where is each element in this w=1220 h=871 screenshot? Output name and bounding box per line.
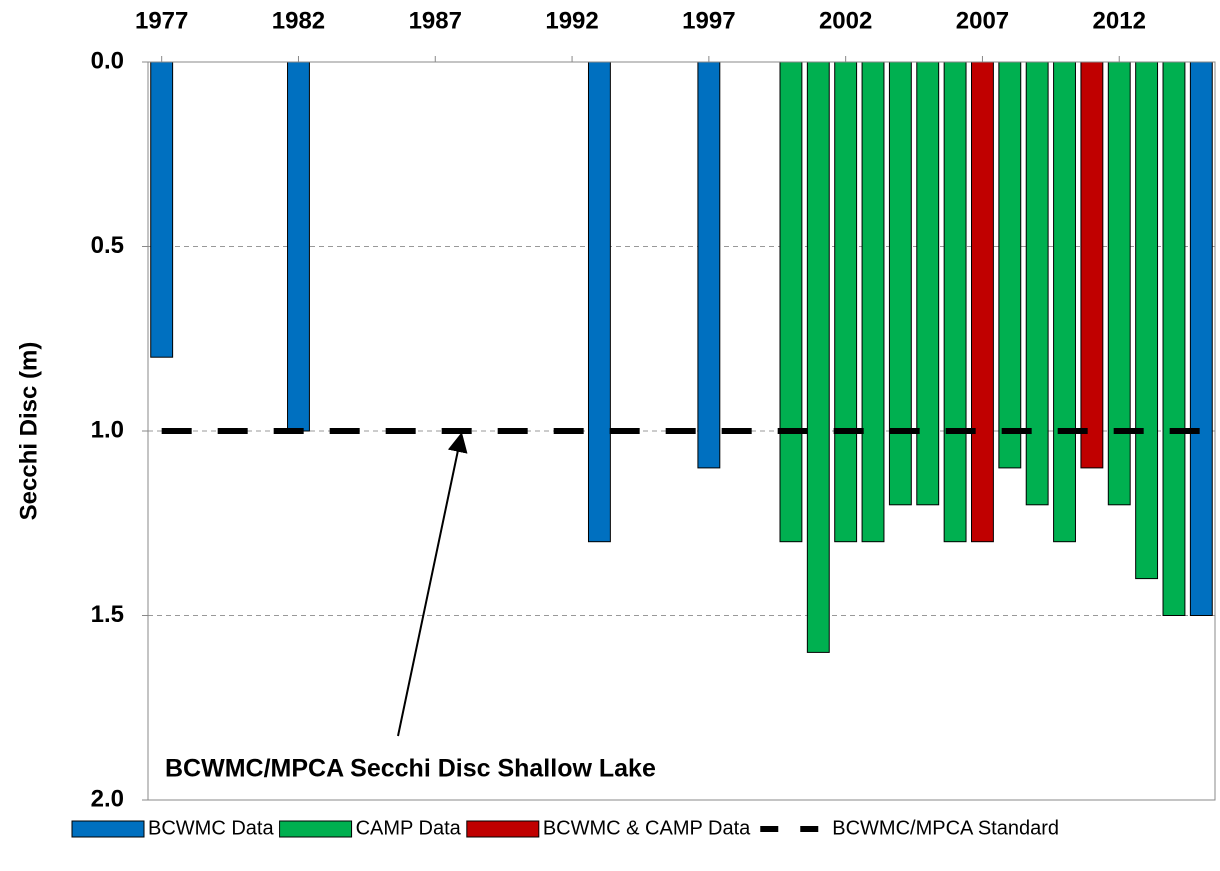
x-tick-label: 2002 [819, 7, 872, 34]
y-axis-label: Secchi Disc (m) [15, 342, 42, 521]
bar [806, 61, 830, 653]
y-tick-label: 2.0 [91, 785, 124, 812]
bar [1053, 61, 1076, 543]
y-tick-label: 1.5 [91, 601, 124, 628]
bar [861, 61, 885, 543]
bar [697, 61, 721, 469]
bar [1162, 61, 1186, 616]
bar [287, 61, 310, 432]
x-tick-label: 2007 [956, 7, 1009, 34]
legend-swatch [71, 820, 145, 838]
bar [779, 61, 803, 543]
legend-swatch [279, 820, 353, 838]
bar [888, 61, 912, 506]
plot-frame [147, 61, 1216, 801]
bar [998, 61, 1022, 469]
y-tick-label: 1.0 [91, 416, 124, 443]
bar [834, 61, 858, 543]
bar [1080, 61, 1104, 469]
x-tick-label: 1977 [135, 7, 188, 34]
y-tick-label: 0.5 [91, 232, 124, 259]
x-tick-label: 1997 [682, 7, 735, 34]
x-tick-label: 2012 [1093, 7, 1146, 34]
bar [150, 61, 174, 358]
bar [1189, 61, 1213, 616]
bar [1135, 61, 1159, 580]
bar [1025, 61, 1049, 506]
bar [916, 61, 940, 506]
legend-label: BCWMC/MPCA Standard [832, 817, 1059, 839]
y-tick-label: 0.0 [91, 47, 124, 74]
bar [587, 61, 611, 543]
legend-label: BCWMC & CAMP Data [543, 817, 751, 839]
x-tick-label: 1982 [272, 7, 325, 34]
bar [1107, 61, 1131, 506]
annotation: BCWMC/MPCA Secchi Disc Shallow Lake [165, 755, 656, 783]
bar [971, 61, 994, 543]
legend-label: BCWMC Data [148, 817, 274, 839]
bar [943, 61, 967, 543]
x-tick-label: 1992 [545, 7, 598, 34]
x-tick-label: 1987 [409, 7, 462, 34]
legend-label: CAMP Data [356, 817, 462, 839]
legend-swatch [466, 820, 540, 838]
annotation-arrow [397, 432, 468, 737]
